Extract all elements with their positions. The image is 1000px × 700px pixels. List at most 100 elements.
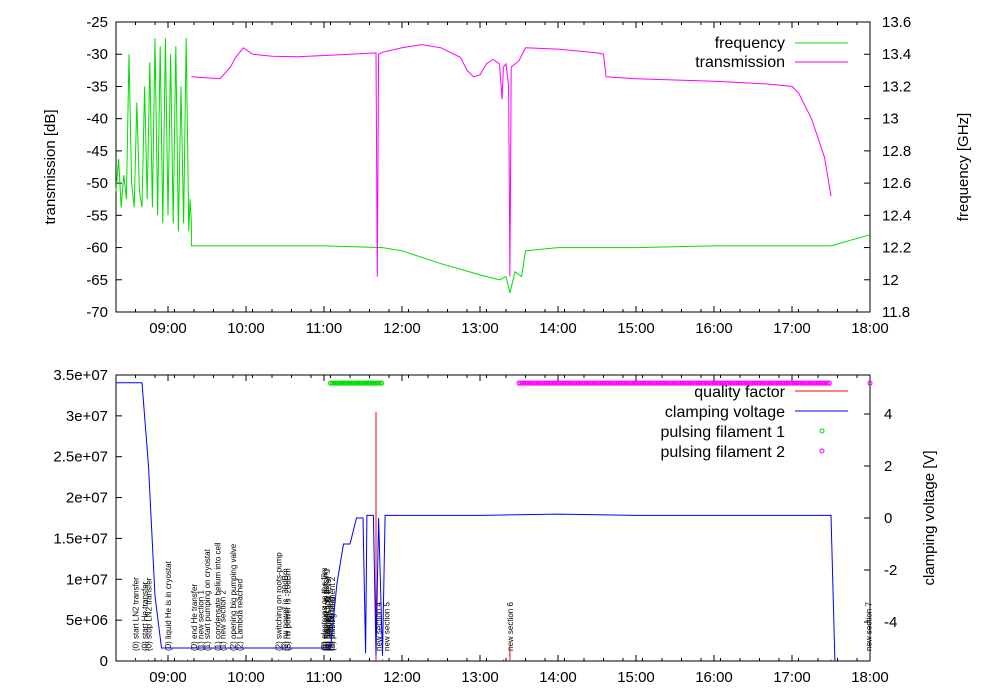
bottom-y-tick-label: 5e+06 [66, 612, 108, 629]
pulsing-filament-2-marker [812, 380, 818, 386]
legend-quality-factor-label: quality factor [694, 384, 785, 401]
bottom-x-tick-label: 17:00 [773, 669, 811, 686]
bottom-x-tick-label: 14:00 [539, 669, 577, 686]
pulsing-filament-2-marker [649, 380, 655, 386]
annotation-label: (0) end He transfer [190, 584, 199, 651]
pulsing-filament-2-marker [724, 380, 730, 386]
annotation-label: (0) stop LN2 transfer [145, 577, 154, 651]
bottom-x-ticks: 09:00 10:00 11:00 12:00 13:00 14:00 15:00 16:00… [135, 375, 889, 686]
top-y-tick-label: -30 [86, 46, 108, 63]
pulsing-filament-1-marker [340, 380, 346, 386]
pulsing-filament-2-marker [522, 380, 528, 386]
pulsing-filament-2-marker [638, 380, 644, 386]
pulsing-filament-2-marker [785, 380, 791, 386]
pulsing-filament-2-marker [799, 380, 805, 386]
bottom-x-tick-label: 18:00 [851, 669, 889, 686]
pulsing-filament-2-marker [538, 380, 544, 386]
pulsing-filament-2-marker [610, 380, 616, 386]
pulsing-filament-2-marker [532, 380, 538, 386]
pulsing-filament-2-marker [714, 380, 720, 386]
top-series [115, 38, 871, 293]
pulsing-filament-2-marker [788, 380, 794, 386]
pulsing-filament-1-marker [348, 380, 354, 386]
pulsing-filament-2-marker [583, 380, 589, 386]
pulsing-filament-2-marker [566, 380, 572, 386]
annotation-label: new section 4 [375, 602, 384, 651]
top-x-tick-label: 18:00 [851, 320, 889, 337]
annotation-label: (1) start pumping on cryostat [203, 548, 212, 651]
top-y2-axis-label: frequency [GHz] [955, 113, 972, 221]
pulsing-filament-2-marker [574, 380, 580, 386]
pulsing-filament-2-marker [702, 380, 708, 386]
annotation-label: (3) electrons on the film [320, 567, 329, 651]
pulsing-filament-2-marker [807, 380, 813, 386]
pulsing-filament-2-marker [655, 380, 661, 386]
pulsing-filament-2-marker [646, 380, 652, 386]
bottom-annotations: (0) start LN2 transfer (0) start He trans… [132, 542, 874, 651]
pulsing-filament-2-marker [585, 380, 591, 386]
pulsing-filament-2-marker [658, 380, 664, 386]
pulsing-filament-2-marker [708, 380, 714, 386]
pulsing-filament-2-marker [737, 380, 743, 386]
pulsing-filament-1-marker [328, 380, 333, 386]
bottom-x-tick-label: 11:00 [306, 669, 342, 686]
pulsing-filament-2-marker [535, 380, 541, 386]
annotation-label: new section 5 [382, 602, 391, 651]
top-x-tick-label: 11:00 [306, 320, 342, 337]
pulsing-filament-2-marker [745, 380, 751, 386]
pulsing-filament-2-marker [695, 380, 701, 386]
pulsing-filament-2-marker [666, 380, 672, 386]
pulsing-filament-2-marker [633, 380, 639, 386]
pulsing-filament-2-marker [814, 380, 820, 386]
annotation-label: (3) pulsing [325, 614, 334, 651]
pulsing-filament-2-marker [612, 380, 618, 386]
pulsing-filament-2-marker [681, 380, 687, 386]
pulsing-filament-2-marker [631, 380, 637, 386]
pulsing-filament-2-marker [732, 380, 738, 386]
pulsing-filament-2-marker [826, 380, 832, 386]
pulsing-filament-2-marker [570, 380, 576, 386]
annotation-label: (0) start LN2 transfer [132, 577, 141, 651]
pulsing-filament-2-marker [516, 380, 522, 386]
bottom-x-tick-label: 09:00 [149, 669, 187, 686]
pulsing-filament-2-marker [802, 380, 808, 386]
pulsing-filament-2-marker [748, 380, 754, 386]
pulsing-filament-2-marker [682, 380, 688, 386]
top-y2-tick-label: 11.8 [882, 304, 910, 321]
pulsing-filament-2-marker [620, 380, 626, 386]
pulsing-filament-2-marker [794, 380, 800, 386]
pulsing-filament-2-marker [578, 380, 584, 386]
top-x-ticks: 09:00 10:00 11:00 12:00 13:00 14:00 15:00 16:00… [135, 22, 889, 337]
pulsing-filament-2-marker [764, 380, 770, 386]
pulsing-filament-2-marker [604, 380, 610, 386]
legend-pulsing-filament-2-label: pulsing filament 2 [660, 444, 785, 461]
pulsing-filament-2-marker [636, 380, 642, 386]
pulsing-filament-2-marker [762, 380, 768, 386]
top-x-tick-label: 12:00 [383, 320, 421, 337]
annotation-label: (3) filament 1 at level [324, 577, 333, 651]
top-y-tick-label: -40 [86, 111, 108, 128]
pulsing-filament-2-marker [540, 380, 546, 386]
pulsing-filament-2-marker [626, 380, 632, 386]
top-y2-tick-label: 13.6 [882, 14, 911, 31]
bottom-y2-ticks: -4 -2 0 2 4 [864, 406, 897, 631]
pulsing-filament-2-marker [687, 380, 693, 386]
top-y-ticks: -70 -65 -60 -55 -50 -45 -40 -35 -30 -25 [86, 14, 122, 321]
pulsing-filament-2-marker [809, 380, 815, 386]
bottom-series [116, 380, 873, 662]
pulsing-filament-2-marker [567, 380, 573, 386]
frequency-line [115, 38, 871, 293]
top-legend: frequency transmission [695, 35, 848, 71]
pulsing-filament-1-marker [369, 380, 375, 386]
top-x-tick-label: 09:00 [149, 320, 187, 337]
pulsing-filament-2-marker [689, 380, 695, 386]
pulsing-filament-2-marker [684, 380, 690, 386]
pulsing-filament-1-marker [332, 380, 338, 386]
pulsing-filament-2-marker [780, 380, 786, 386]
pulsing-filament-2-marker [590, 380, 596, 386]
top-y2-ticks: 11.8 12 12.2 12.4 12.6 12.8 13 13.2 13.4 13.6 [864, 14, 911, 321]
pulsing-filament-2-marker [767, 380, 773, 386]
pulsing-filament-2-marker [796, 380, 802, 386]
top-x-tick-label: 17:00 [773, 320, 811, 337]
pulsing-filament-1-marker [345, 380, 351, 386]
